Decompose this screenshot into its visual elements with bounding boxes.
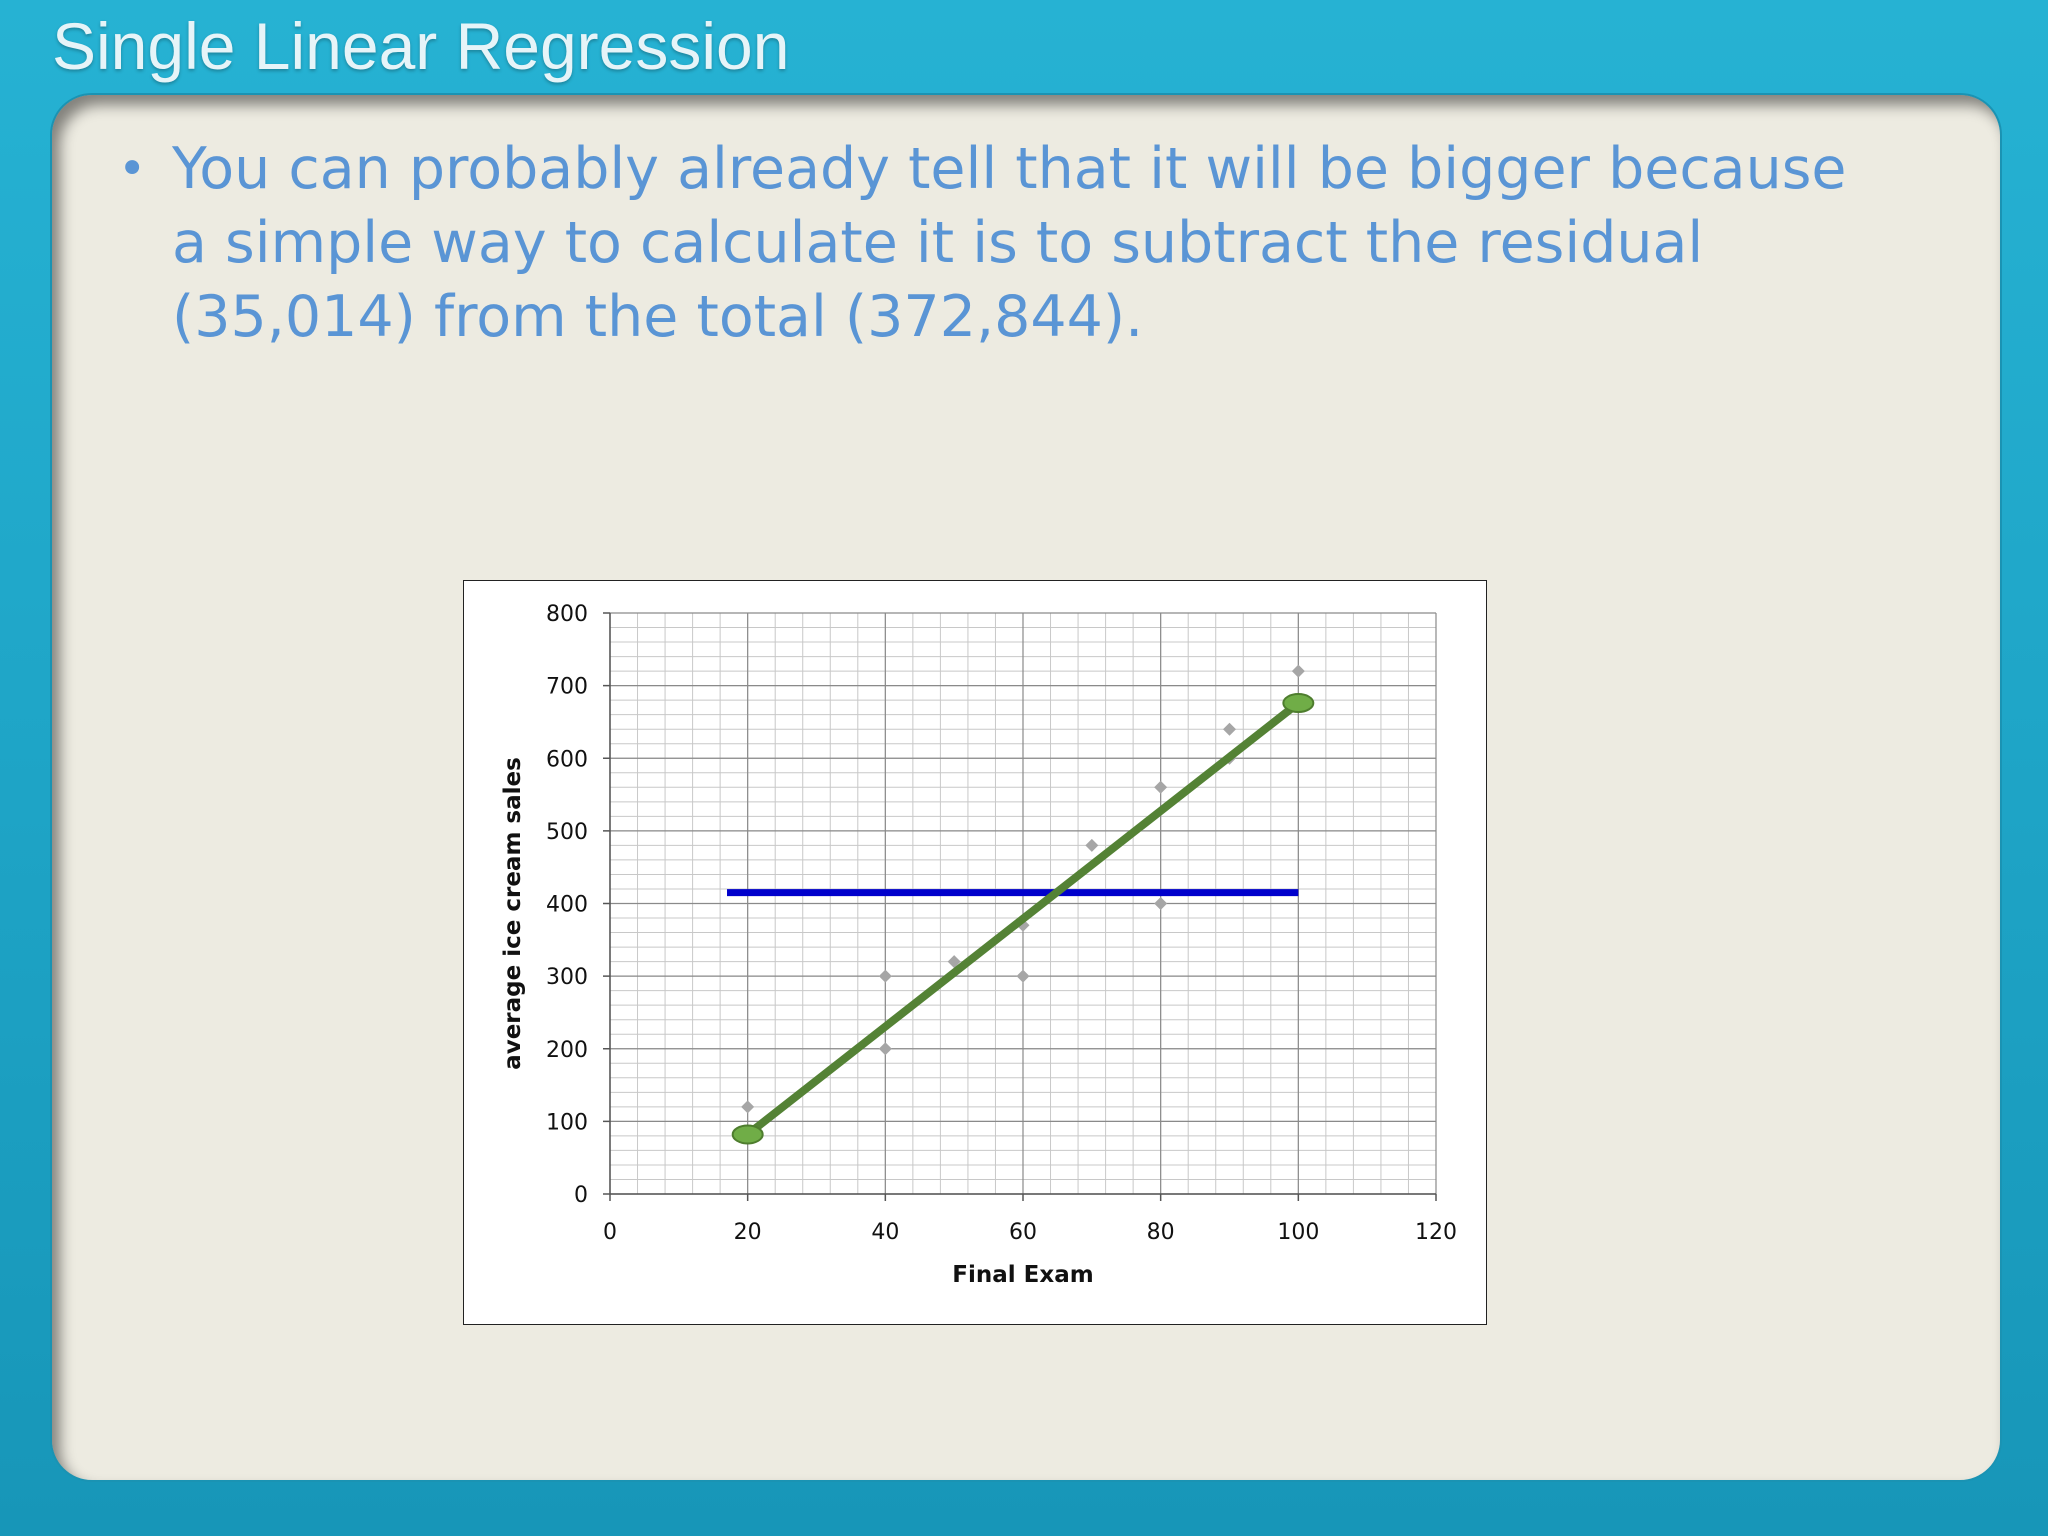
y-tick-label: 400 bbox=[546, 893, 588, 918]
bullet-text: You can probably already tell that it wi… bbox=[172, 136, 1847, 350]
x-tick-label: 60 bbox=[1009, 1220, 1037, 1245]
regression-line bbox=[743, 699, 1303, 1139]
y-axis-title: average ice cream sales bbox=[500, 757, 526, 1070]
data-point bbox=[878, 969, 892, 983]
y-tick-label: 300 bbox=[546, 965, 588, 990]
data-point bbox=[1016, 969, 1030, 983]
data-point bbox=[1085, 838, 1099, 852]
x-tick-label: 100 bbox=[1277, 1220, 1319, 1245]
data-point bbox=[947, 955, 961, 969]
slide-title: Single Linear Regression bbox=[52, 9, 790, 83]
data-point bbox=[1154, 780, 1168, 794]
bullet-item: • You can probably already tell that it … bbox=[118, 132, 1878, 354]
y-tick-label: 600 bbox=[546, 747, 588, 772]
y-tick-label: 800 bbox=[546, 602, 588, 627]
x-tick-label: 40 bbox=[871, 1220, 899, 1245]
y-tick-label: 100 bbox=[546, 1110, 588, 1135]
data-point bbox=[1291, 664, 1305, 678]
y-tick-label: 0 bbox=[574, 1183, 588, 1208]
x-tick-label: 0 bbox=[603, 1220, 617, 1245]
y-tick-label: 700 bbox=[546, 675, 588, 700]
regression-endpoint-marker bbox=[1282, 693, 1315, 714]
data-point bbox=[878, 1042, 892, 1056]
x-tick-label: 80 bbox=[1147, 1220, 1175, 1245]
y-tick-label: 500 bbox=[546, 820, 588, 845]
y-tick-label: 200 bbox=[546, 1038, 588, 1063]
x-tick-label: 20 bbox=[734, 1220, 762, 1245]
data-point bbox=[741, 1100, 755, 1114]
data-point bbox=[1154, 897, 1168, 910]
chart-container: 0 20 40 60 80 100 120 0 100 200 300 400 500 600 700 800… bbox=[463, 580, 1487, 1325]
x-tick-label: 120 bbox=[1415, 1220, 1457, 1245]
bullet-dot-icon: • bbox=[118, 141, 147, 197]
scatter-chart: 0 20 40 60 80 100 120 0 100 200 300 400 500 600 700 800… bbox=[500, 602, 1457, 1288]
data-point bbox=[1016, 918, 1030, 932]
regression-endpoint-marker bbox=[731, 1124, 764, 1145]
x-axis-title: Final Exam bbox=[952, 1262, 1093, 1288]
data-point bbox=[1223, 722, 1236, 736]
